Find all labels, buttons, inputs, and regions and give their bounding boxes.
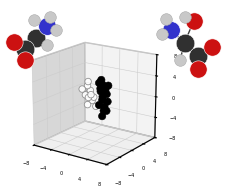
Point	[196, 67, 200, 70]
Point	[23, 59, 27, 62]
Point	[164, 18, 168, 21]
Point	[48, 16, 52, 19]
Point	[183, 15, 186, 18]
Point	[183, 41, 186, 44]
Point	[169, 28, 173, 31]
Point	[210, 46, 214, 49]
Point	[23, 48, 27, 51]
Point	[34, 36, 38, 39]
Point	[12, 40, 16, 43]
Point	[45, 25, 49, 28]
Point	[160, 33, 164, 36]
Point	[178, 59, 182, 62]
Point	[45, 44, 49, 47]
Point	[54, 29, 58, 32]
Point	[192, 20, 196, 23]
Point	[196, 54, 200, 57]
Point	[33, 19, 36, 22]
